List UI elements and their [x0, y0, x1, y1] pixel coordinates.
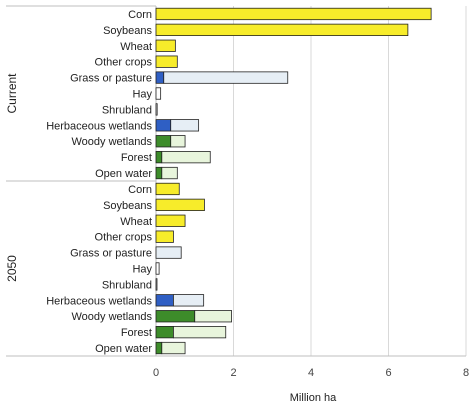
- bar-segment: [170, 119, 200, 132]
- category-label: Hay: [132, 264, 152, 276]
- x-tick-label: 6: [385, 367, 391, 379]
- category-label: Soybeans: [103, 25, 152, 37]
- bar-segment: [155, 7, 432, 21]
- bar-segment: [161, 151, 211, 164]
- x-tick-label: 2: [230, 367, 236, 379]
- category-label: Forest: [121, 327, 152, 339]
- bar-segment: [155, 39, 176, 52]
- category-label: Other crops: [95, 232, 153, 244]
- bar-segment: [155, 119, 172, 132]
- category-label: Corn: [128, 184, 152, 196]
- bar-segment: [161, 341, 186, 355]
- x-tick-labels: 0 2 4 6 8: [153, 367, 469, 379]
- bar-segment: [155, 151, 163, 164]
- category-labels: Corn Soybeans Wheat Other crops Grass or pas…: [46, 9, 152, 355]
- bar-segment: [155, 310, 196, 323]
- bar-segment: [155, 294, 174, 307]
- bar-segment: [155, 55, 178, 68]
- category-label: Open water: [95, 343, 152, 355]
- x-axis-title: Million ha: [290, 392, 337, 404]
- bar-segment: [155, 135, 172, 148]
- group-labels: Current 2050: [5, 5, 466, 357]
- bar-segment: [155, 166, 163, 180]
- category-label: Shrubland: [102, 104, 152, 116]
- bar-segment: [155, 23, 409, 36]
- x-tick-label: 4: [308, 367, 314, 379]
- bar-segment: [155, 326, 174, 339]
- category-label: Grass or pasture: [70, 73, 152, 85]
- bar-segment: [155, 71, 165, 84]
- bar-segment: [155, 214, 186, 227]
- bar-segment: [155, 230, 174, 243]
- bars: [155, 7, 432, 355]
- category-label: Other crops: [95, 57, 153, 69]
- bar-segment: [155, 341, 163, 355]
- category-label: Grass or pasture: [70, 248, 152, 260]
- category-label: Wheat: [120, 216, 152, 228]
- category-label: Herbaceous wetlands: [46, 295, 152, 307]
- bar-segment: [170, 135, 186, 148]
- bar-segment: [155, 278, 158, 291]
- bar-segment: [194, 310, 232, 323]
- x-tick-label: 0: [153, 367, 159, 379]
- bar-segment: [163, 71, 289, 84]
- bar-segment: [173, 326, 227, 339]
- bar-segment: [173, 294, 205, 307]
- bar-segment: [155, 246, 182, 259]
- category-label: Forest: [121, 152, 152, 164]
- bar-segment: [155, 87, 162, 100]
- bar-segment: [155, 262, 160, 275]
- category-label: Wheat: [120, 41, 152, 53]
- category-label: Corn: [128, 9, 152, 21]
- category-label: Open water: [95, 168, 152, 180]
- category-label: Herbaceous wetlands: [46, 120, 152, 132]
- category-label: Hay: [132, 89, 152, 101]
- bar-segment: [161, 166, 178, 180]
- category-label: Woody wetlands: [71, 136, 152, 148]
- bar-segment: [155, 198, 205, 211]
- bar-segment: [155, 103, 158, 116]
- bar-segment: [155, 182, 180, 196]
- group-label: Current: [5, 73, 19, 114]
- x-tick-label: 8: [463, 367, 469, 379]
- category-label: Shrubland: [102, 279, 152, 291]
- category-label: Woody wetlands: [71, 311, 152, 323]
- category-label: Soybeans: [103, 200, 152, 212]
- group-label: 2050: [5, 255, 19, 282]
